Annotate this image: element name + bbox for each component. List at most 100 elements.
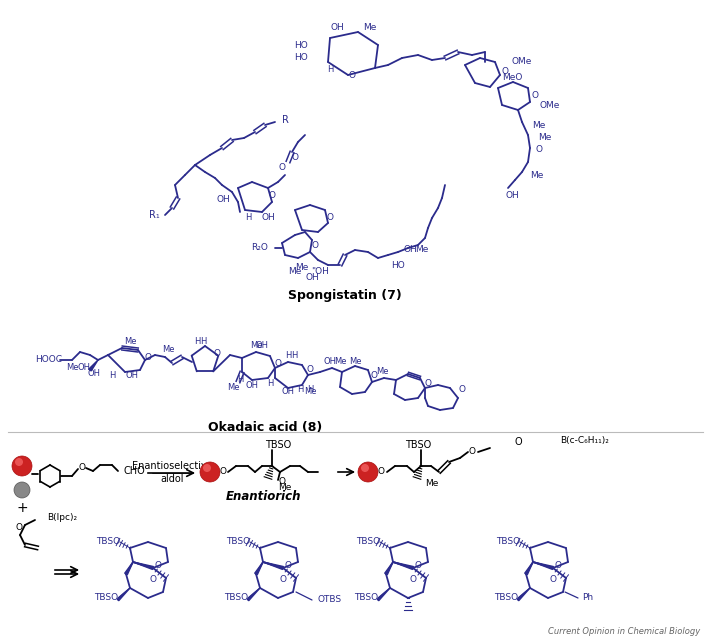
Polygon shape: [247, 588, 260, 601]
Polygon shape: [124, 562, 133, 575]
Text: Me: Me: [363, 24, 377, 33]
Text: Me: Me: [250, 341, 262, 350]
Text: Me: Me: [425, 480, 439, 489]
Text: TBSO: TBSO: [405, 440, 431, 450]
Text: O: O: [501, 68, 508, 77]
Text: O: O: [378, 468, 385, 477]
Text: Current Opinion in Chemical Biology: Current Opinion in Chemical Biology: [547, 628, 700, 637]
Circle shape: [14, 482, 30, 498]
Text: H: H: [194, 338, 201, 346]
Text: OH: OH: [282, 387, 294, 396]
Text: O: O: [220, 468, 227, 477]
Text: OH: OH: [324, 357, 336, 366]
Polygon shape: [533, 562, 553, 570]
Text: HO: HO: [294, 52, 308, 61]
Circle shape: [358, 462, 378, 482]
Text: Me: Me: [333, 357, 346, 366]
Text: O: O: [424, 378, 432, 387]
Text: O: O: [213, 350, 220, 359]
Text: O: O: [154, 561, 161, 570]
Circle shape: [15, 458, 23, 466]
Text: Me: Me: [227, 383, 239, 392]
Text: Me: Me: [415, 246, 429, 255]
Text: O: O: [326, 214, 333, 223]
Text: H: H: [291, 350, 297, 359]
Text: aldol: aldol: [160, 474, 183, 484]
Text: H: H: [307, 385, 313, 394]
Text: OH: OH: [505, 191, 519, 200]
Text: OH: OH: [216, 195, 230, 205]
Text: Enantioselective: Enantioselective: [132, 461, 213, 471]
Text: Me: Me: [295, 263, 309, 272]
Text: H: H: [109, 371, 115, 380]
Circle shape: [12, 456, 32, 476]
Polygon shape: [133, 562, 154, 570]
Text: O: O: [279, 575, 287, 584]
Text: OH: OH: [255, 341, 269, 350]
Text: H: H: [327, 66, 333, 75]
Text: O: O: [555, 561, 562, 570]
Text: TBSO: TBSO: [496, 537, 520, 547]
Text: Me: Me: [278, 482, 292, 491]
Polygon shape: [117, 588, 130, 601]
Text: HOOC: HOOC: [35, 355, 62, 364]
Text: TBSO: TBSO: [96, 537, 120, 547]
Text: B(c-C₆H₁₁)₂: B(c-C₆H₁₁)₂: [560, 436, 609, 445]
Text: CHO: CHO: [124, 466, 146, 476]
Circle shape: [203, 464, 211, 472]
Text: H: H: [267, 378, 273, 387]
Text: O: O: [144, 353, 151, 362]
Text: TBSO: TBSO: [494, 593, 518, 602]
Text: H: H: [200, 338, 206, 346]
Text: H: H: [237, 376, 243, 385]
Text: OH: OH: [77, 364, 90, 373]
Text: OH: OH: [261, 214, 275, 223]
Text: Enantiorich: Enantiorich: [225, 489, 301, 503]
Text: Me: Me: [161, 346, 174, 355]
Polygon shape: [263, 562, 284, 570]
Text: O: O: [306, 366, 314, 375]
Polygon shape: [255, 562, 263, 575]
Circle shape: [200, 462, 220, 482]
Text: O: O: [370, 371, 378, 380]
Text: O: O: [78, 463, 85, 471]
Text: O: O: [269, 191, 275, 200]
Text: O: O: [550, 575, 557, 584]
Polygon shape: [378, 588, 390, 601]
Text: Me: Me: [304, 387, 316, 396]
Text: O: O: [469, 447, 476, 457]
Text: O: O: [15, 523, 22, 531]
Text: OH: OH: [330, 24, 344, 33]
Text: OH: OH: [126, 371, 139, 380]
Text: O: O: [535, 145, 542, 154]
Text: O: O: [284, 561, 292, 570]
Text: B(Ipc)₂: B(Ipc)₂: [47, 514, 77, 523]
Text: O: O: [415, 561, 422, 570]
Text: Okadaic acid (8): Okadaic acid (8): [208, 422, 322, 434]
Polygon shape: [525, 562, 533, 575]
Text: O: O: [532, 91, 538, 100]
Polygon shape: [89, 360, 98, 371]
Text: TBSO: TBSO: [354, 593, 378, 602]
Text: Me: Me: [532, 121, 545, 130]
Text: H: H: [245, 212, 251, 221]
Text: O: O: [410, 575, 417, 584]
Text: O: O: [311, 241, 319, 249]
Text: OMe: OMe: [512, 57, 533, 66]
Text: Me: Me: [124, 338, 137, 346]
Text: TBSO: TBSO: [226, 537, 250, 547]
Text: MeO: MeO: [502, 73, 522, 82]
Text: +: +: [16, 501, 28, 515]
Text: "OH: "OH: [311, 267, 329, 276]
Text: O: O: [149, 575, 156, 584]
Text: Spongistatin (7): Spongistatin (7): [288, 288, 402, 302]
Text: O: O: [459, 385, 466, 394]
Text: O: O: [292, 154, 299, 163]
Text: OH: OH: [87, 369, 100, 378]
Text: O: O: [279, 163, 286, 172]
Text: Me: Me: [375, 367, 388, 376]
Text: R: R: [282, 115, 289, 125]
Polygon shape: [393, 562, 413, 570]
Text: TBSO: TBSO: [224, 593, 248, 602]
Text: O: O: [514, 437, 522, 447]
